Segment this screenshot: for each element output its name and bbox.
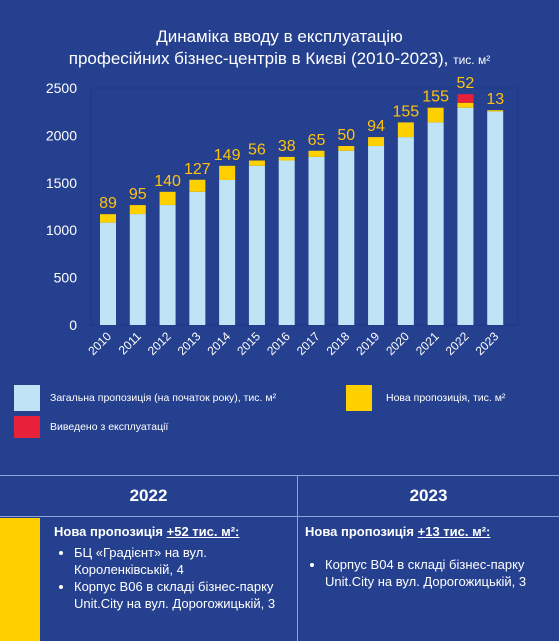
bar-new [457,102,474,108]
new-supply-label-2023: Нова пропозиція [305,524,414,539]
bar-total [159,205,176,325]
data-label: 89 [99,195,117,212]
x-tick-label: 2014 [204,329,233,358]
legend-swatch-new [346,385,372,411]
new-supply-heading-2022: Нова пропозиція +52 тис. м²: [54,523,292,540]
new-supply-amount-2023: +13 тис. м²: [417,524,491,539]
chart-title-unit: тис. м² [453,53,491,67]
data-label: 38 [278,138,296,155]
legend-label-total: Загальна пропозиція (на початок року), т… [50,392,277,404]
bar-total [100,222,116,325]
table-header: 2022 2023 [0,476,559,517]
bar-total [487,111,504,325]
yellow-accent-bar [0,518,40,641]
data-label: 155 [393,103,420,120]
bar-new [159,191,176,206]
bar-new [368,137,385,147]
legend-swatch-total [14,385,40,411]
new-supply-heading-2023: Нова пропозиція +13 тис. м²: [305,523,530,540]
data-label: 52 [457,75,475,92]
bar-total [278,160,295,325]
bar-new [189,179,206,192]
x-tick-label: 2023 [473,329,502,358]
table-divider [297,476,298,641]
x-tick-label: 2012 [145,329,174,358]
project-list-2022: БЦ «Градієнт» на вул. Короленківській, 4… [54,544,292,612]
bar-new [100,214,116,223]
bar-total [308,156,325,325]
x-tick-label: 2010 [85,329,114,358]
x-tick-label: 2015 [234,329,263,358]
list-item: Корпус B06 в складі бізнес-парку Unit.Ci… [74,578,292,612]
chart-title-line2: професійних бізнес-центрів в Києві (2010… [0,48,559,71]
legend-label-removed: Виведено з експлуатації [50,421,169,433]
project-list-2023: Корпус B04 в складі бізнес-парку Unit.Ci… [305,556,530,590]
table-cell-2023: Нова пропозиція +13 тис. м²: Корпус B04 … [305,523,530,590]
data-label: 155 [422,89,449,106]
chart-title-line1: Динаміка вводу в експлуатацію [156,27,403,46]
data-label: 140 [154,173,181,190]
x-tick-label: 2021 [413,329,442,358]
x-tick-label: 2013 [175,329,204,358]
bar-new [338,146,355,151]
bar-new [129,205,146,215]
y-tick-label: 2500 [46,80,77,96]
table-header-2023: 2023 [409,486,448,505]
legend-swatch-removed [14,416,40,438]
legend-item-removed: Виведено з експлуатації [14,416,344,440]
new-supply-amount-2022: +52 тис. м²: [166,524,240,539]
chart-title: Динаміка вводу в експлуатацію професійни… [0,26,559,71]
legend-item-total: Загальна пропозиція (на початок року), т… [14,385,344,411]
bar-total [338,150,355,325]
bar-total [189,191,206,325]
table-cell-2022: Нова пропозиція +52 тис. м²: БЦ «Градієн… [54,523,292,612]
bar-new [248,160,265,166]
data-label: 149 [214,147,241,164]
bar-total [248,165,265,325]
bar-new [397,122,414,138]
bar-new [427,107,444,123]
data-label: 65 [308,132,326,149]
x-tick-label: 2019 [353,329,382,358]
plot-frame [90,87,519,326]
y-tick-label: 1000 [46,222,77,238]
legend-label-new: Нова пропозиція, тис. м² [386,392,506,404]
bar-total [397,137,414,325]
bar-new [278,156,295,161]
data-label: 50 [337,127,355,144]
data-label: 13 [486,91,504,108]
bar-total [368,146,385,325]
bar-chart: 0 500 1000 1500 2000 2500 89 2010 95 2011 140 2012 1… [45,75,519,359]
list-item: Корпус B04 в складі бізнес-парку Unit.Ci… [325,556,530,590]
y-tick-label: 1500 [46,175,77,191]
y-tick-label: 0 [69,317,77,333]
data-label: 127 [184,161,211,178]
bar-new [308,150,325,157]
x-tick-label: 2011 [116,329,144,357]
y-tick-label: 500 [54,270,78,286]
table-header-2022: 2022 [129,486,168,505]
x-tick-label: 2016 [264,329,293,358]
bar-total [129,214,146,325]
y-tick-label: 2000 [46,127,77,143]
bar-new [219,165,236,180]
legend-item-new: Нова пропозиція, тис. м² [346,385,546,411]
bar-total [427,122,444,325]
bar-new [487,110,504,112]
x-tick-label: 2020 [383,329,412,358]
chart-title-line2-text: професійних бізнес-центрів в Києві (2010… [68,49,449,68]
x-tick-label: 2018 [324,329,353,358]
summary-table: 2022 2023 Нова пропозиція +52 тис. м²: Б… [0,475,559,641]
x-tick-label: 2017 [294,329,323,358]
bar-total [457,107,474,325]
bar-removed [457,94,474,103]
new-supply-label-2022: Нова пропозиція [54,524,163,539]
bar-total [219,179,236,325]
x-tick-label: 2022 [443,329,472,358]
list-item: БЦ «Градієнт» на вул. Короленківській, 4 [74,544,292,578]
data-label: 95 [129,186,147,203]
data-label: 94 [367,118,385,135]
data-label: 56 [248,142,266,159]
